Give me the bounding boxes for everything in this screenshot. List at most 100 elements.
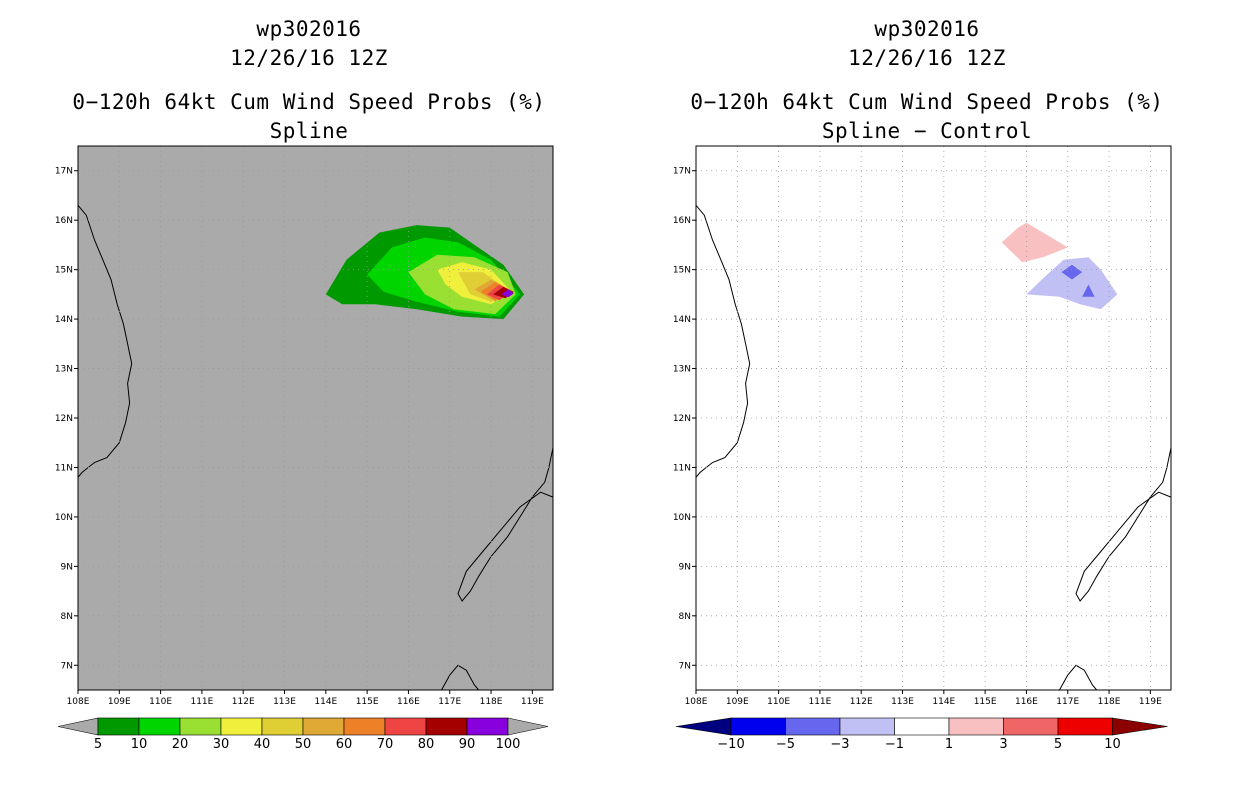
- colorbar-over-triangle: [1112, 717, 1168, 736]
- y-tick-label: 8N: [679, 612, 691, 622]
- colorbar-label: 10: [131, 737, 148, 752]
- y-tick-label: 9N: [61, 562, 73, 572]
- x-tick-label: 118E: [1098, 697, 1121, 707]
- colorbar-box: [466, 717, 509, 736]
- storm-id: wp302016: [256, 17, 362, 41]
- colorbar-label: 70: [377, 737, 394, 752]
- colorbar-box: [343, 717, 386, 736]
- x-tick-label: 110E: [767, 697, 790, 707]
- colorbar-label: 80: [418, 737, 435, 752]
- map-plot-difference: 108E 109E 110E 111E 112E 113E 114E 115E 116E 117E…: [673, 145, 1172, 752]
- coastline-0: [77, 204, 133, 478]
- x-tick-label: 116E: [1015, 697, 1038, 707]
- colorbar-label: 3: [999, 737, 1007, 752]
- coastline-1: [457, 447, 554, 602]
- y-tick-label: 8N: [61, 612, 73, 622]
- x-tick-label: 116E: [397, 697, 420, 707]
- y-tick-label: 12N: [55, 414, 73, 424]
- datetime: 12/26/16 12Z: [848, 46, 1006, 70]
- x-tick-label: 118E: [480, 697, 503, 707]
- x-tick-label: 117E: [1056, 697, 1079, 707]
- coastline-1: [1075, 447, 1172, 602]
- x-tick-label: 115E: [974, 697, 997, 707]
- colorbar-box: [261, 717, 304, 736]
- colorbar-label: 5: [1054, 737, 1062, 752]
- x-tick-label: 111E: [190, 697, 213, 707]
- x-tick-label: 114E: [932, 697, 955, 707]
- colorbar-label: −1: [885, 737, 904, 752]
- plot-background: [696, 146, 1171, 690]
- x-tick-label: 119E: [521, 697, 544, 707]
- x-tick-label: 112E: [232, 697, 255, 707]
- colorbar-box: [839, 717, 895, 736]
- y-tick-label: 14N: [673, 315, 691, 325]
- colorbar-box: [1003, 717, 1059, 736]
- x-tick-label: 113E: [273, 697, 296, 707]
- colorbar-label: 60: [336, 737, 353, 752]
- colorbar-label: 5: [94, 737, 102, 752]
- colorbar-label: −5: [776, 737, 795, 752]
- colorbar-label: 20: [172, 737, 189, 752]
- contour-level--3: [1061, 264, 1083, 280]
- x-tick-label: 108E: [685, 697, 708, 707]
- colorbar-box: [785, 717, 841, 736]
- y-tick-label: 15N: [673, 266, 691, 276]
- colorbar-label: 90: [459, 737, 476, 752]
- colorbar-label: 100: [496, 737, 521, 752]
- y-tick-label: 9N: [679, 562, 691, 572]
- colorbar-box: [425, 717, 468, 736]
- storm-id: wp302016: [874, 17, 980, 41]
- y-tick-label: 16N: [673, 216, 691, 226]
- colorbar-box: [138, 717, 181, 736]
- datetime: 12/26/16 12Z: [230, 46, 388, 70]
- colorbar-under-triangle: [675, 717, 732, 736]
- colorbar-box: [302, 717, 345, 736]
- y-tick-label: 11N: [673, 463, 691, 473]
- y-tick-label: 13N: [55, 365, 73, 375]
- colorbar-box: [894, 717, 950, 736]
- colorbar-box: [384, 717, 427, 736]
- plot-background: [78, 146, 553, 690]
- x-tick-label: 108E: [67, 697, 90, 707]
- y-tick-label: 7N: [61, 661, 73, 671]
- chart-title: 0−120h 64kt Cum Wind Speed Probs (%): [72, 90, 546, 114]
- colorbar-label: 40: [254, 737, 271, 752]
- x-tick-label: 110E: [149, 697, 172, 707]
- colorbar-box: [97, 717, 140, 736]
- x-tick-label: 109E: [726, 697, 749, 707]
- x-tick-label: 109E: [108, 697, 131, 707]
- y-tick-label: 17N: [673, 167, 691, 177]
- x-tick-label: 115E: [356, 697, 379, 707]
- y-tick-label: 16N: [55, 216, 73, 226]
- coastline-2: [1059, 664, 1098, 691]
- chart-title: 0−120h 64kt Cum Wind Speed Probs (%): [690, 90, 1164, 114]
- colorbar-label: 1: [945, 737, 953, 752]
- colorbar-label: 30: [213, 737, 230, 752]
- colorbar-box: [948, 717, 1004, 736]
- chart-subtitle: Spline − Control: [821, 119, 1033, 143]
- contour-level--1: [1026, 257, 1118, 310]
- colorbar-label: 10: [1104, 737, 1121, 752]
- y-tick-label: 11N: [55, 463, 73, 473]
- colorbar-over-triangle: [507, 717, 549, 736]
- contour-level-1: [1001, 222, 1068, 263]
- y-tick-label: 7N: [679, 661, 691, 671]
- chart-panel-difference: wp302016 12/26/16 12Z 0−120h 64kt Cum Wi…: [618, 0, 1236, 800]
- map-plot-spline: 108E 109E 110E 111E 112E 113E 114E 115E 116E 117E…: [55, 145, 554, 752]
- y-tick-label: 12N: [673, 414, 691, 424]
- colorbar-under-triangle: [57, 717, 99, 736]
- colorbar-box: [1057, 717, 1113, 736]
- colorbar-box: [179, 717, 222, 736]
- x-tick-label: 119E: [1139, 697, 1162, 707]
- colorbar-box: [220, 717, 263, 736]
- y-tick-label: 14N: [55, 315, 73, 325]
- x-tick-label: 113E: [891, 697, 914, 707]
- chart-panel-spline: wp302016 12/26/16 12Z 0−120h 64kt Cum Wi…: [55, 17, 554, 752]
- y-tick-label: 17N: [55, 167, 73, 177]
- colorbar-label: 50: [295, 737, 312, 752]
- colorbar-label: −10: [717, 737, 744, 752]
- contour-level--3: [1082, 284, 1095, 297]
- coastline-0: [695, 204, 751, 478]
- y-tick-label: 10N: [673, 513, 691, 523]
- coastline-2: [441, 664, 480, 691]
